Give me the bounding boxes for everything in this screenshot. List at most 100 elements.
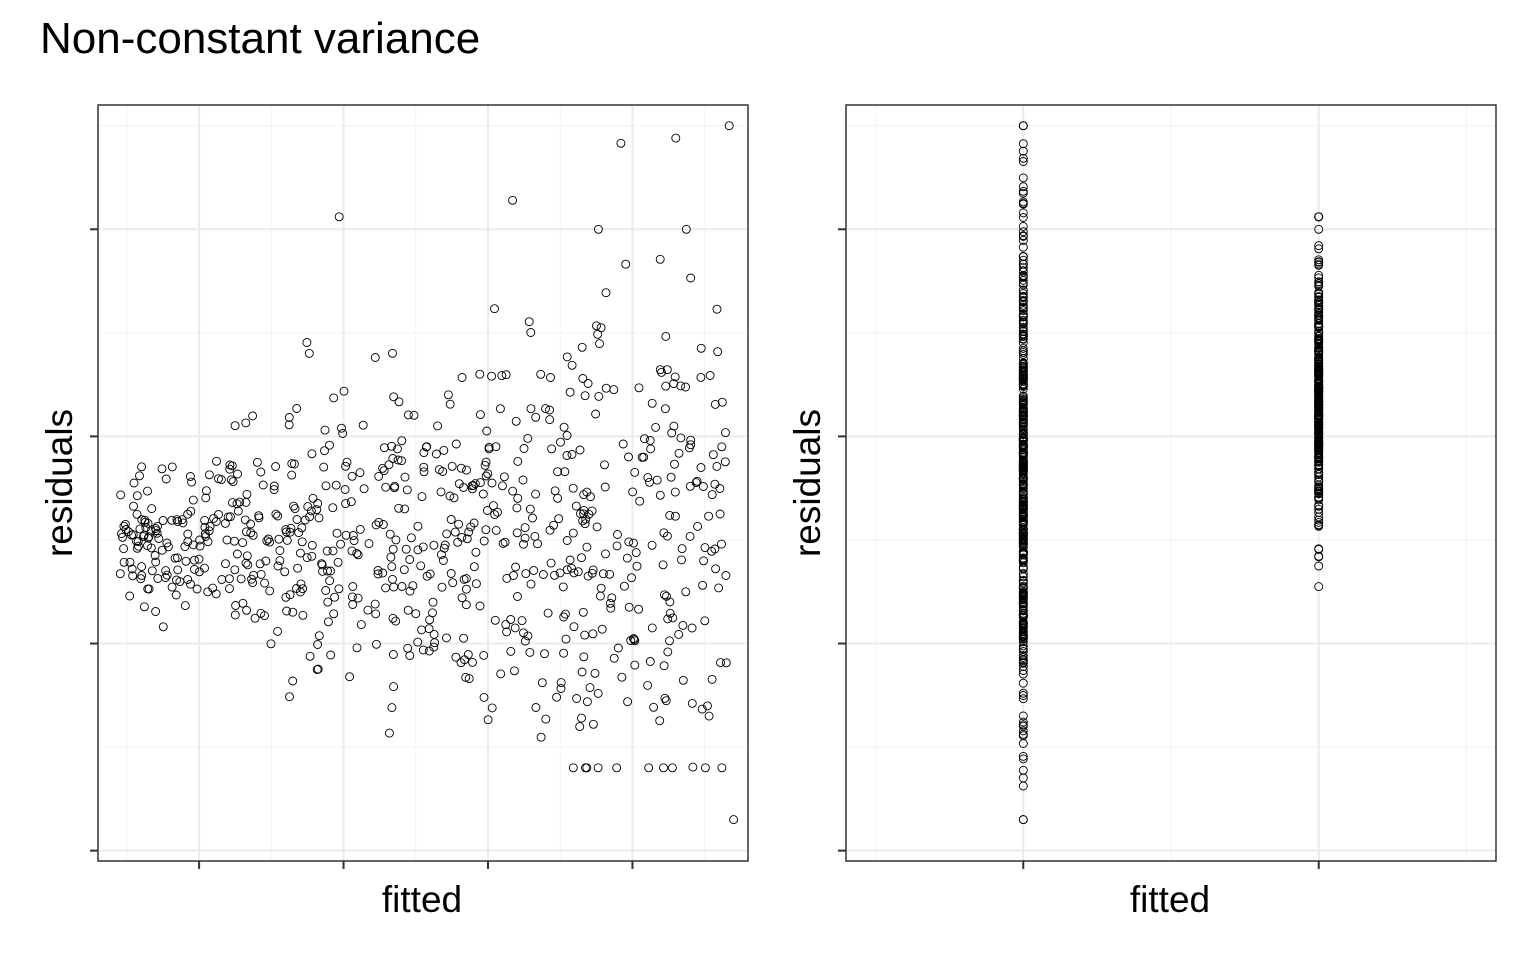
data-point [181, 602, 189, 610]
data-point [221, 519, 229, 527]
data-point [706, 372, 714, 380]
data-point [694, 522, 702, 530]
data-point [429, 609, 437, 617]
data-point [452, 653, 460, 661]
data-point [618, 673, 626, 681]
data-point [578, 554, 586, 562]
data-point [285, 421, 293, 429]
data-point [650, 703, 658, 711]
data-point [395, 504, 403, 512]
data-point [243, 552, 251, 560]
data-point [447, 516, 455, 524]
data-point [513, 529, 521, 537]
data-point [148, 567, 156, 575]
data-point [447, 570, 455, 578]
data-point [539, 571, 547, 579]
data-point [233, 500, 241, 508]
data-point [595, 392, 603, 400]
data-point [671, 488, 679, 496]
data-point [274, 512, 282, 520]
data-point [382, 584, 390, 592]
data-point [499, 539, 507, 547]
data-point [460, 634, 468, 642]
x-axis-title: fitted [1130, 879, 1210, 920]
data-point [463, 466, 471, 474]
data-point [184, 530, 192, 538]
data-point [677, 434, 685, 442]
data-point [527, 405, 535, 413]
data-point [557, 685, 565, 693]
data-point [686, 532, 694, 540]
data-point [705, 512, 713, 520]
data-point [407, 534, 415, 542]
data-point [578, 668, 586, 676]
data-point [286, 693, 294, 701]
data-point [315, 632, 323, 640]
data-point [230, 537, 238, 545]
data-point [387, 553, 395, 561]
data-point [594, 689, 602, 697]
data-point [568, 450, 576, 458]
data-point [249, 412, 257, 420]
data-point [671, 460, 679, 468]
data-point [635, 605, 643, 613]
data-point [406, 556, 414, 564]
data-point [546, 416, 554, 424]
data-point [593, 523, 601, 531]
data-point [705, 712, 713, 720]
data-point [172, 591, 180, 599]
data-point [716, 485, 724, 493]
data-point [331, 593, 339, 601]
data-point [159, 623, 167, 631]
data-point [308, 541, 316, 549]
data-point [306, 652, 314, 660]
data-point [187, 580, 195, 588]
data-point [614, 644, 622, 652]
data-point [429, 598, 437, 606]
data-point [241, 516, 249, 524]
data-point [532, 704, 540, 712]
data-point [570, 623, 578, 631]
data-point [353, 644, 361, 652]
data-point [656, 717, 664, 725]
data-point [232, 602, 240, 610]
data-point [721, 458, 729, 466]
data-point [136, 525, 144, 533]
data-point [372, 610, 380, 618]
data-point [417, 562, 425, 570]
data-point [526, 505, 534, 513]
data-point [389, 455, 397, 463]
data-point [610, 386, 618, 394]
data-point [635, 384, 643, 392]
data-point [601, 483, 609, 491]
data-point [553, 693, 561, 701]
panel-left: fittedresiduals [39, 105, 748, 920]
data-point [502, 621, 510, 629]
data-point [382, 483, 390, 491]
data-point [623, 554, 631, 562]
data-point [168, 516, 176, 524]
data-point [576, 446, 584, 454]
data-point [653, 476, 661, 484]
data-point [586, 684, 594, 692]
data-point [547, 374, 555, 382]
data-point [648, 624, 656, 632]
data-point [688, 624, 696, 632]
data-point [614, 531, 622, 539]
data-point [675, 630, 683, 638]
data-point [697, 344, 705, 352]
data-point [686, 482, 694, 490]
data-point [389, 349, 397, 357]
data-point [569, 764, 577, 772]
data-point [371, 354, 379, 362]
data-point [568, 361, 576, 369]
data-point [469, 658, 477, 666]
data-point [573, 695, 581, 703]
data-point [581, 631, 589, 639]
data-point [448, 462, 456, 470]
data-point [191, 565, 199, 573]
data-point [330, 610, 338, 618]
data-point [532, 490, 540, 498]
data-point [388, 704, 396, 712]
